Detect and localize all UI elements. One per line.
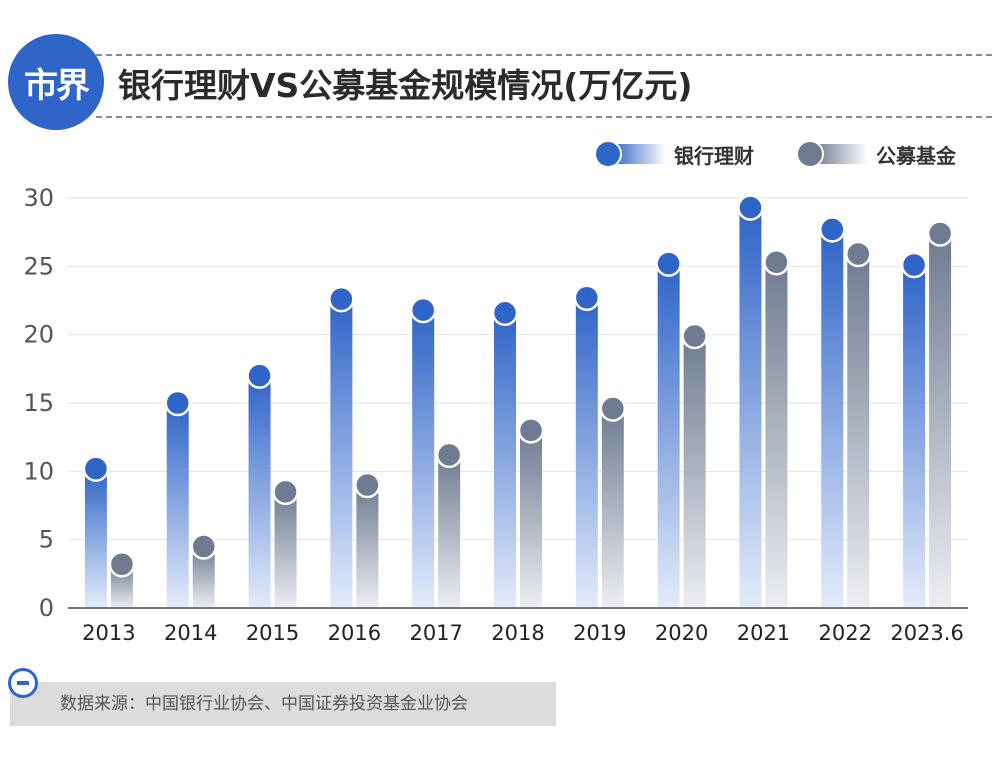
bar-bank-wealth: [412, 310, 435, 608]
bar-cap-bank-wealth: [409, 296, 437, 324]
bar-cap-bank-wealth: [819, 216, 846, 243]
legend-item-bank-wealth: 银行理财: [594, 138, 754, 170]
bar-public-fund: [356, 485, 379, 608]
bar-cap-bank-wealth: [246, 362, 273, 389]
bar-public-fund: [601, 408, 624, 608]
bar-cap-bank-wealth: [491, 299, 519, 327]
legend-label-bank-wealth: 银行理财: [674, 143, 754, 168]
bar-bank-wealth: [903, 264, 926, 608]
bar-bank-wealth: [330, 299, 353, 608]
bar-cap-public-fund: [354, 471, 381, 499]
bar-cap-public-fund: [435, 441, 463, 469]
bar-cap-public-fund: [517, 417, 545, 444]
x-tick-label: 2023.6: [890, 621, 963, 645]
y-tick-label: 0: [39, 594, 54, 622]
bar-public-fund: [847, 254, 870, 608]
bar-cap-public-fund: [190, 533, 217, 560]
legend-swatch-public-fund: [796, 140, 870, 168]
bar-bank-wealth: [821, 229, 844, 608]
bar-bank-wealth: [657, 263, 680, 608]
bar-cap-bank-wealth: [328, 285, 355, 313]
bar-cap-public-fund: [845, 240, 872, 268]
title-divider-bottom: [96, 116, 992, 118]
bar-cap-bank-wealth: [82, 455, 110, 482]
chart-title: 银行理财VS公募基金规模情况(万亿元): [118, 66, 693, 105]
x-tick-label: 2022: [819, 621, 872, 645]
bar-cap-public-fund: [926, 220, 954, 247]
bar-cap-bank-wealth: [900, 251, 928, 279]
bar-public-fund: [520, 430, 542, 608]
bar-public-fund: [765, 262, 788, 608]
y-tick-label: 5: [39, 526, 54, 554]
bar-cap-public-fund: [108, 551, 136, 578]
legend-item-public-fund: 公募基金: [796, 138, 956, 170]
bar-bank-wealth: [248, 375, 271, 608]
bar-cap-bank-wealth: [655, 250, 682, 277]
bar-cap-bank-wealth: [164, 389, 191, 417]
x-tick-label: 2013: [82, 621, 135, 645]
bar-public-fund: [438, 454, 461, 608]
bar-public-fund: [192, 546, 215, 608]
title-divider-top: [96, 54, 992, 56]
bar-public-fund: [274, 491, 297, 608]
bar-public-fund: [683, 336, 706, 608]
bar-public-fund: [929, 233, 952, 608]
x-tick-label: 2015: [246, 621, 299, 645]
bar-cap-public-fund: [272, 478, 299, 506]
x-tick-label: 2020: [655, 621, 708, 645]
y-tick-label: 25: [23, 252, 54, 280]
bar-cap-public-fund: [599, 395, 627, 422]
bar-cap-public-fund: [681, 322, 708, 350]
x-tick-label: 2016: [328, 621, 381, 645]
minus-circle-icon: [8, 668, 38, 698]
x-tick-label: 2018: [491, 621, 544, 645]
bar-cap-bank-wealth: [573, 284, 601, 312]
x-tick-label: 2019: [573, 621, 626, 645]
y-tick-label: 30: [23, 184, 54, 212]
bar-bank-wealth: [575, 297, 598, 608]
bar-cap-bank-wealth: [737, 194, 764, 221]
bar-bank-wealth: [84, 468, 107, 608]
legend-swatch-bank-wealth: [594, 140, 668, 168]
bar-cap-public-fund: [763, 248, 790, 276]
legend-label-public-fund: 公募基金: [876, 143, 956, 168]
y-tick-label: 15: [23, 389, 54, 417]
source-note: 数据来源：中国银行业协会、中国证券投资基金业协会: [10, 682, 556, 726]
x-tick-label: 2014: [164, 621, 217, 645]
x-tick-label: 2017: [409, 621, 462, 645]
source-text: 数据来源：中国银行业协会、中国证券投资基金业协会: [60, 694, 468, 714]
bar-bank-wealth: [739, 207, 762, 609]
bar-bank-wealth: [494, 312, 516, 608]
brand-logo: 市界: [8, 34, 104, 130]
y-tick-label: 10: [23, 457, 54, 485]
bar-chart: 0 5 10 15 20 25 30 2013 2014 2015 2016 2017 2018 2019…: [23, 184, 968, 645]
bar-bank-wealth: [166, 403, 189, 608]
y-tick-label: 20: [23, 321, 54, 349]
x-tick-label: 2021: [737, 621, 790, 645]
